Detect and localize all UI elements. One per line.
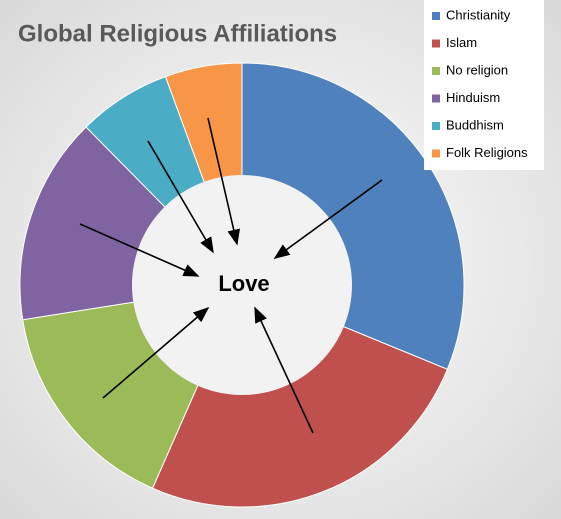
donut-hole bbox=[132, 175, 352, 395]
legend-swatch bbox=[432, 149, 440, 158]
legend-label: Islam bbox=[446, 35, 477, 50]
chart-title: Global Religious Affiliations bbox=[18, 20, 337, 47]
center-label: Love bbox=[218, 271, 269, 296]
legend-box bbox=[424, 0, 544, 170]
legend-swatch bbox=[432, 67, 440, 75]
legend-label: Hinduism bbox=[446, 90, 500, 105]
legend-label: Christianity bbox=[446, 7, 511, 22]
legend-label: Folk Religions bbox=[446, 145, 528, 160]
legend-label: No religion bbox=[446, 62, 508, 77]
arrows bbox=[79, 117, 383, 434]
legend-swatch bbox=[432, 122, 440, 130]
legend-swatch bbox=[432, 12, 440, 20]
legend-swatch bbox=[432, 39, 440, 48]
legend-label: Buddhism bbox=[446, 117, 504, 132]
legend-swatch bbox=[432, 94, 440, 103]
